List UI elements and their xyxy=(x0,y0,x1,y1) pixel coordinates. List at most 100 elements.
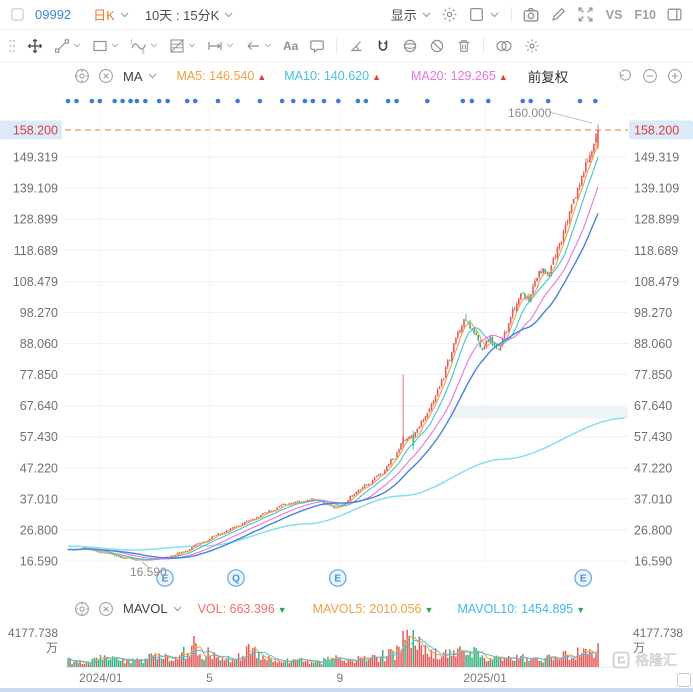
fullscreen-expand-icon[interactable] xyxy=(577,6,594,23)
svg-text:139.109: 139.109 xyxy=(634,182,679,196)
main-chart-panel[interactable]: 158.200 158.200 149.319 149.319 139.109 139.1… xyxy=(0,90,693,595)
screenshot-camera-icon[interactable] xyxy=(522,6,540,24)
chart-scrollbar[interactable] xyxy=(0,688,693,692)
ma-indicator-bar: MA MA5: 146.540 ▲ MA10: 140.620 ▲ MA20: 12… xyxy=(0,62,693,90)
x-axis: 2024/01 5 9 2025/01 xyxy=(0,668,693,688)
volume-chart-panel[interactable] xyxy=(0,622,693,668)
divider xyxy=(510,7,512,22)
svg-text:149.319: 149.319 xyxy=(13,151,58,165)
stock-symbol: 09992 xyxy=(35,7,72,22)
vol-value: VOL: 663.396 ▼ xyxy=(197,601,287,616)
svg-text:3: 3 xyxy=(142,49,145,54)
move-tool[interactable] xyxy=(27,38,43,54)
fibonacci-tool[interactable] xyxy=(169,38,196,54)
divider xyxy=(483,37,485,54)
display-menu-button[interactable]: 显示 xyxy=(390,8,417,23)
x-axis-label: 2024/01 xyxy=(79,671,123,685)
up-triangle-icon: ▲ xyxy=(498,72,508,82)
svg-text:Q: Q xyxy=(232,574,240,585)
continuous-draw-icon[interactable] xyxy=(402,38,418,54)
chevron-down-icon[interactable] xyxy=(490,12,499,18)
trendline-tool[interactable] xyxy=(54,38,81,54)
svg-text:E: E xyxy=(580,574,587,585)
svg-text:16.590: 16.590 xyxy=(20,555,58,569)
text-tool[interactable]: Aa xyxy=(283,38,299,53)
svg-text:158.200: 158.200 xyxy=(634,124,679,138)
volume-chart-svg xyxy=(65,629,628,668)
ma5-value: MA5: 146.540 ▲ xyxy=(176,69,267,83)
chevron-down-icon xyxy=(111,43,119,48)
restore-chart-button[interactable] xyxy=(677,673,691,687)
gelonghui-watermark: 格隆汇 xyxy=(611,650,677,670)
chart-style-icon[interactable] xyxy=(468,6,485,23)
svg-text:118.689: 118.689 xyxy=(14,244,58,258)
angle-tool[interactable] xyxy=(348,38,364,54)
x-axis-label: 2025/01 xyxy=(463,671,507,685)
gelonghui-logo-icon xyxy=(612,651,630,669)
chevron-down-icon[interactable] xyxy=(173,606,182,612)
ma-close-icon[interactable] xyxy=(98,68,114,84)
settings-gear-icon[interactable] xyxy=(441,6,458,23)
draw-settings-gear-icon[interactable] xyxy=(524,38,540,54)
down-triangle-icon: ▼ xyxy=(277,604,287,615)
volume-scale-right: 4177.738 万 xyxy=(633,626,684,655)
svg-text:118.689: 118.689 xyxy=(634,244,678,258)
chevron-down-icon xyxy=(73,43,81,48)
vol-close-icon[interactable] xyxy=(98,601,114,617)
chevron-down-icon xyxy=(150,43,158,48)
vs-compare-button[interactable]: VS xyxy=(605,7,623,22)
svg-text:E: E xyxy=(162,574,169,585)
adjust-mode-button[interactable]: 前复权 xyxy=(527,70,569,85)
svg-text:67.640: 67.640 xyxy=(20,399,58,413)
svg-text:37.010: 37.010 xyxy=(634,492,672,506)
draw-pencil-icon[interactable] xyxy=(550,6,567,23)
period-selector[interactable]: 10天 : 15分K xyxy=(144,8,220,23)
chevron-down-icon[interactable] xyxy=(148,73,157,79)
drag-grip-icon[interactable] xyxy=(8,38,16,54)
chevron-down-icon[interactable] xyxy=(422,12,431,18)
volume-scale-left: 4177.738 万 xyxy=(7,626,58,655)
svg-text:139.109: 139.109 xyxy=(13,182,58,196)
side-panel-icon[interactable] xyxy=(666,6,683,23)
arrow-tool[interactable] xyxy=(245,38,272,54)
svg-text:88.060: 88.060 xyxy=(634,337,672,351)
zoom-out-icon[interactable] xyxy=(642,68,658,84)
x-axis-label: 5 xyxy=(206,671,213,685)
hide-drawings-icon[interactable] xyxy=(429,38,445,54)
svg-text:16.590: 16.590 xyxy=(130,565,167,579)
measure-tool[interactable] xyxy=(207,38,234,54)
ma-settings-gear-icon[interactable] xyxy=(74,68,90,84)
svg-text:108.479: 108.479 xyxy=(634,275,679,289)
chart-layout-checkbox-icon[interactable] xyxy=(10,7,25,22)
svg-text:149.319: 149.319 xyxy=(634,151,679,165)
rectangle-tool[interactable] xyxy=(92,38,119,54)
svg-text:98.270: 98.270 xyxy=(634,306,672,320)
compare-overlay-icon[interactable] xyxy=(495,38,513,54)
delete-drawings-icon[interactable] xyxy=(456,38,472,54)
svg-text:128.899: 128.899 xyxy=(634,213,679,227)
divider xyxy=(336,37,338,54)
comment-tool[interactable] xyxy=(309,38,325,54)
svg-text:37.010: 37.010 xyxy=(20,492,58,506)
vol-settings-gear-icon[interactable] xyxy=(74,601,90,617)
kline-type-label[interactable]: 日K xyxy=(93,8,115,23)
f10-info-button[interactable]: F10 xyxy=(634,7,656,22)
svg-text:57.430: 57.430 xyxy=(634,430,672,444)
svg-text:108.479: 108.479 xyxy=(13,275,58,289)
magnet-tool[interactable] xyxy=(375,38,391,54)
ma20-value: MA20: 129.265 ▲ xyxy=(410,69,508,83)
svg-text:16.590: 16.590 xyxy=(634,555,672,569)
chevron-down-icon[interactable] xyxy=(224,12,233,18)
chevron-down-icon[interactable] xyxy=(120,12,129,18)
svg-text:77.850: 77.850 xyxy=(634,368,672,382)
vol-indicator-name[interactable]: MAVOL xyxy=(123,601,168,616)
zoom-in-icon[interactable] xyxy=(667,68,683,84)
mavol10-value: MAVOL10: 1454.895 ▼ xyxy=(457,601,586,616)
svg-text:E: E xyxy=(334,574,341,585)
undo-icon[interactable] xyxy=(617,68,633,84)
down-triangle-icon: ▼ xyxy=(424,604,434,615)
ma-indicator-name[interactable]: MA xyxy=(123,68,143,84)
svg-text:47.220: 47.220 xyxy=(20,461,58,475)
